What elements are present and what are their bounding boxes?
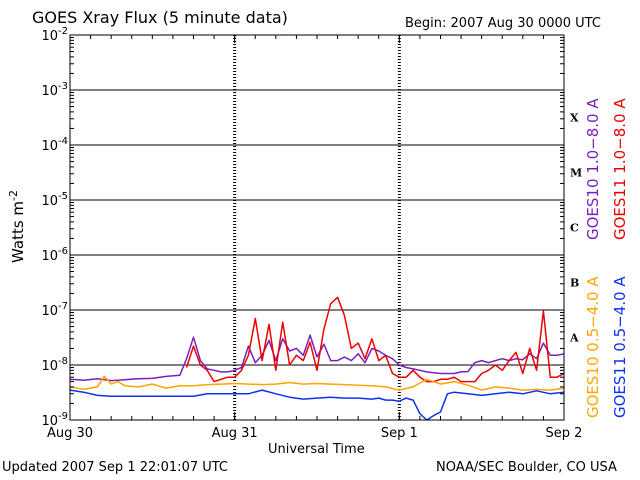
series-line	[69, 389, 565, 421]
flare-class-label: A	[569, 332, 579, 345]
credit-label: NOAA/SEC Boulder, CO USA	[436, 460, 617, 475]
flare-class-label: B	[570, 277, 579, 290]
chart-title: GOES Xray Flux (5 minute data)	[32, 8, 288, 27]
legend-entry: GOES11 1.0−8.0 A	[611, 98, 629, 240]
legend-entry: GOES10 0.5−4.0 A	[584, 276, 602, 418]
y-tick-exponent: -8	[58, 356, 68, 367]
x-axis-label: Universal Time	[268, 442, 365, 457]
updated-timestamp: Updated 2007 Sep 1 22:01:07 UTC	[2, 460, 229, 475]
y-tick-exponent: -6	[58, 246, 68, 257]
x-tick-label: Aug 30	[47, 426, 93, 441]
y-tick-exponent: -3	[58, 81, 68, 92]
x-tick-label: Sep 1	[381, 426, 418, 441]
y-tick-exponent: -2	[58, 26, 68, 37]
y-tick-label: 10-4	[41, 136, 68, 154]
y-axis-label-exponent: -2	[7, 190, 20, 201]
y-axis-label: Watts m-2	[7, 190, 27, 263]
series-line	[69, 375, 565, 391]
y-tick-label: 10-8	[41, 356, 68, 374]
flare-class-label: C	[570, 222, 579, 235]
y-tick-label: 10-2	[41, 26, 68, 44]
legend-entry: GOES10 1.0−8.0 A	[584, 98, 602, 240]
y-tick-label: 10-7	[41, 301, 68, 319]
x-tick-label: Aug 31	[212, 426, 258, 441]
flare-class-label: M	[570, 167, 582, 180]
y-tick-label: 10-6	[41, 246, 68, 264]
y-tick-label: 10-3	[41, 81, 68, 99]
x-tick-label: Sep 2	[546, 426, 583, 441]
y-tick-exponent: -9	[58, 411, 68, 422]
flare-class-label: X	[570, 112, 579, 125]
y-tick-exponent: -7	[58, 301, 68, 312]
y-tick-exponent: -5	[58, 191, 68, 202]
series-line	[185, 296, 565, 383]
begin-time: Begin: 2007 Aug 30 0000 UTC	[405, 16, 601, 31]
y-tick-label: 10-5	[41, 191, 68, 209]
series-line	[69, 334, 565, 382]
legend-entry: GOES11 0.5−4.0 A	[611, 276, 629, 418]
y-tick-exponent: -4	[58, 136, 68, 147]
